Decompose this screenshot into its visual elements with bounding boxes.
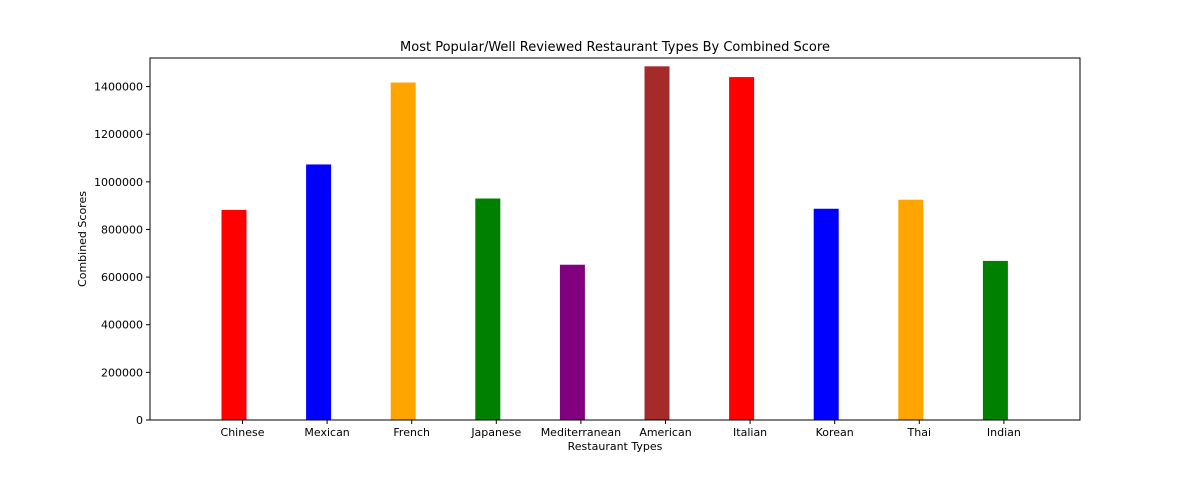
x-tick-label-thai: Thai bbox=[907, 426, 932, 439]
y-axis-label: Combined Scores bbox=[76, 191, 89, 287]
bar-japanese bbox=[475, 198, 501, 420]
y-tick-label-800000: 800000 bbox=[101, 223, 143, 236]
x-tick-label-korean: Korean bbox=[816, 426, 854, 439]
y-tick-label-1200000: 1200000 bbox=[94, 128, 143, 141]
x-tick-label-american: American bbox=[639, 426, 691, 439]
y-tick-label-1000000: 1000000 bbox=[94, 176, 143, 189]
bar-italian bbox=[729, 77, 755, 420]
bar-thai bbox=[898, 199, 924, 420]
bars-group bbox=[221, 66, 1008, 421]
y-tick-label-0: 0 bbox=[136, 414, 143, 427]
y-axis: 0 200000 400000 600000 800000 1000000 1200000 1… bbox=[94, 81, 150, 427]
x-tick-label-chinese: Chinese bbox=[221, 426, 265, 439]
x-tick-label-mediterranean: Mediterranean bbox=[541, 426, 621, 439]
x-tick-label-indian: Indian bbox=[987, 426, 1021, 439]
x-axis-label: Restaurant Types bbox=[568, 440, 663, 453]
chart-title: Most Popular/Well Reviewed Restaurant Ty… bbox=[400, 40, 830, 55]
x-tick-label-italian: Italian bbox=[733, 426, 767, 439]
plot-frame bbox=[149, 57, 1081, 421]
bar-chinese bbox=[221, 209, 247, 420]
y-tick-label-1400000: 1400000 bbox=[94, 81, 143, 94]
bar-mexican bbox=[306, 164, 332, 420]
y-tick-label-600000: 600000 bbox=[101, 271, 143, 284]
x-tick-label-japanese: Japanese bbox=[470, 426, 521, 439]
y-tick-label-200000: 200000 bbox=[101, 366, 143, 379]
y-tick-label-400000: 400000 bbox=[101, 319, 143, 332]
x-axis: Chinese Mexican French Japanese Mediterranea… bbox=[221, 420, 1021, 439]
bar-french bbox=[390, 82, 416, 420]
bar-indian bbox=[982, 260, 1008, 420]
bar-american bbox=[644, 66, 670, 421]
bar-korean bbox=[813, 208, 839, 420]
x-tick-label-french: French bbox=[393, 426, 430, 439]
bar-mediterranean bbox=[559, 264, 585, 420]
x-tick-label-mexican: Mexican bbox=[304, 426, 349, 439]
